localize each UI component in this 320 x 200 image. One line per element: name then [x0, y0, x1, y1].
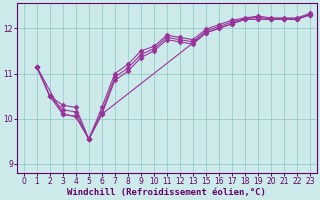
X-axis label: Windchill (Refroidissement éolien,°C): Windchill (Refroidissement éolien,°C)	[68, 188, 266, 197]
